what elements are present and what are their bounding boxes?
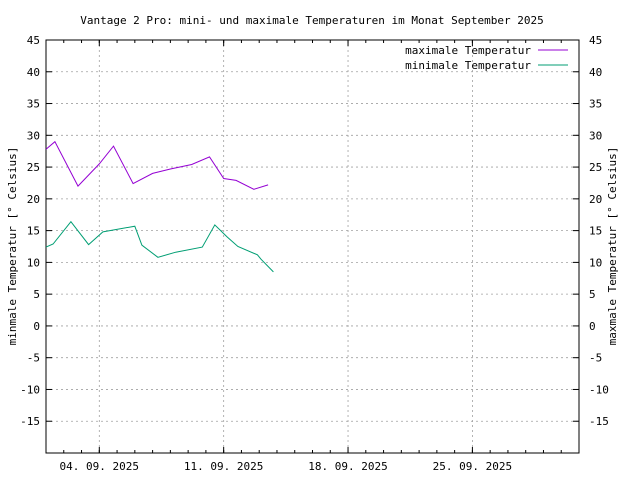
legend: maximale Temperatur minimale Temperatur — [405, 44, 568, 72]
series-line-min — [45, 220, 274, 273]
legend-label: minimale Temperatur — [405, 59, 531, 72]
y-tick-label-right: -15 — [589, 415, 609, 428]
y-tick-label-left: -5 — [27, 352, 40, 365]
y-tick-label-right: 20 — [589, 193, 602, 206]
y-tick-label-left: 45 — [27, 34, 40, 47]
y-tick-label-left: 25 — [27, 161, 40, 174]
plot-frame — [45, 39, 580, 454]
y-tick-label-right: 35 — [589, 98, 602, 111]
grid-lines — [46, 40, 579, 453]
y-tick-label-right: -10 — [589, 383, 609, 396]
y-tick-label-right: 45 — [589, 34, 602, 47]
x-tick-label: 04. 09. 2025 — [60, 460, 139, 473]
y-tick-label-left: -15 — [20, 415, 40, 428]
y-tick-label-right: 30 — [589, 129, 602, 142]
axes — [45, 39, 580, 454]
y-tick-label-right: 40 — [589, 66, 602, 79]
y-tick-label-left: 35 — [27, 98, 40, 111]
y-tick-label-right: 25 — [589, 161, 602, 174]
y-axis-label-left: minmale Temperatur [° Celsius] — [6, 147, 19, 346]
y-tick-label-right: 10 — [589, 256, 602, 269]
y-tick-label-right: -5 — [589, 352, 602, 365]
y-tick-label-right: 0 — [589, 320, 596, 333]
x-tick-label: 25. 09. 2025 — [433, 460, 512, 473]
y-tick-label-left: 20 — [27, 193, 40, 206]
legend-label: maximale Temperatur — [405, 44, 531, 57]
data-series — [45, 140, 274, 273]
y-tick-label-left: 5 — [33, 288, 40, 301]
x-tick-label: 11. 09. 2025 — [184, 460, 263, 473]
y-tick-label-left: 15 — [27, 225, 40, 238]
chart-title: Vantage 2 Pro: mini- und maximale Temper… — [80, 14, 544, 27]
y-tick-label-left: 10 — [27, 256, 40, 269]
x-tick-labels: 04. 09. 2025 11. 09. 2025 18. 09. 2025 25. … — [60, 460, 513, 473]
y-tick-label-right: 15 — [589, 225, 602, 238]
y-tick-label-left: 30 — [27, 129, 40, 142]
y-axis-label-right: maxmale Temperatur [° Celsius] — [606, 147, 619, 346]
series-line-max — [45, 140, 269, 190]
y-tick-labels: -15 -15 -10 -10 -5 -5 0 0 5 5 10 10 15 15 20 20 25 25 30 30… — [20, 34, 609, 428]
y-tick-label-left: -10 — [20, 383, 40, 396]
y-tick-label-right: 5 — [589, 288, 596, 301]
x-tick-label: 18. 09. 2025 — [308, 460, 387, 473]
y-tick-label-left: 40 — [27, 66, 40, 79]
y-tick-label-left: 0 — [33, 320, 40, 333]
